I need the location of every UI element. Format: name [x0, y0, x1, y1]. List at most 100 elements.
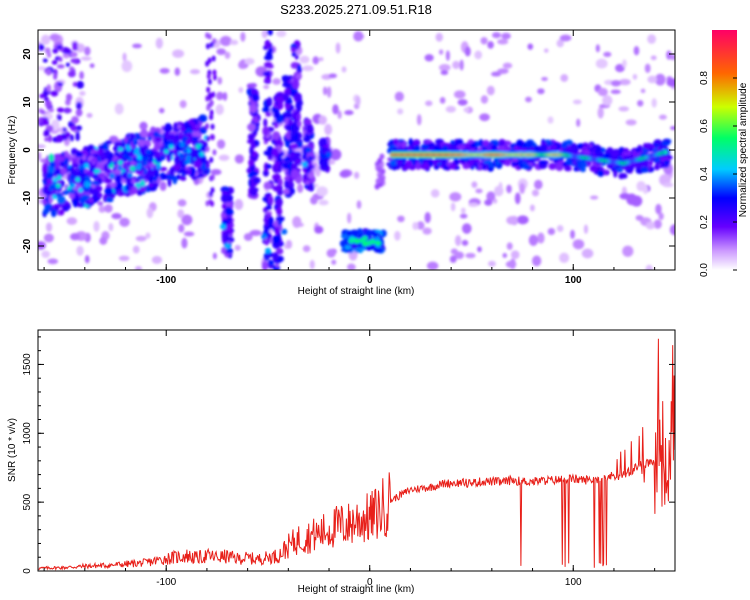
heatmap-cell: [51, 194, 57, 200]
heatmap-cell: [295, 158, 302, 165]
heatmap-cell: [589, 195, 599, 200]
heatmap-cell: [98, 205, 106, 213]
heatmap-cell: [374, 236, 380, 242]
heatmap-cell: [565, 139, 573, 146]
heatmap-cell: [97, 177, 103, 185]
heatmap-cell: [479, 113, 490, 122]
y-tick-label: 500: [22, 493, 33, 510]
heatmap-cell: [145, 232, 151, 239]
heatmap-cell: [181, 237, 188, 249]
heatmap-cell: [651, 98, 657, 108]
heatmap-cell: [339, 239, 348, 248]
heatmap-cell: [595, 44, 600, 53]
heatmap-cell: [272, 252, 279, 262]
heatmap-cell: [40, 109, 46, 115]
heatmap-cell: [663, 149, 668, 155]
heatmap-cell: [275, 138, 282, 145]
heatmap-cell: [111, 213, 122, 220]
heatmap-cell: [450, 202, 456, 212]
heatmap-cell: [468, 158, 474, 166]
heatmap-cell: [581, 248, 594, 259]
heatmap-cell: [205, 135, 210, 142]
heatmap-cell: [459, 59, 464, 71]
heatmap-cell: [184, 123, 192, 131]
heatmap-cell: [497, 38, 509, 45]
snr-frame: [37, 329, 676, 572]
heatmap-cell: [199, 128, 207, 135]
heatmap-cell: [290, 169, 300, 179]
heatmap-cell: [64, 150, 69, 158]
heatmap-cell: [186, 155, 192, 161]
heatmap-cell: [41, 250, 51, 259]
heatmap-cell: [440, 161, 447, 167]
heatmap-cell: [56, 192, 63, 197]
heatmap-cell: [185, 132, 193, 138]
heatmap-cell: [250, 187, 258, 197]
heatmap-cell: [379, 153, 385, 160]
heatmap-cell: [416, 114, 422, 126]
heatmap-cell: [309, 259, 315, 270]
heatmap-cell: [277, 178, 283, 187]
heatmap-cell: [205, 32, 210, 39]
heatmap-cell: [301, 161, 308, 168]
heatmap-cell: [464, 143, 473, 149]
colorbar-gradient: [712, 30, 737, 270]
heatmap-cell: [48, 134, 53, 143]
heatmap-cell: [483, 159, 492, 164]
heatmap-cell: [206, 73, 211, 80]
heatmap-cell: [175, 174, 181, 180]
heatmap-cell: [525, 96, 532, 103]
heatmap-cell: [265, 61, 272, 66]
heatmap-cell: [266, 97, 273, 108]
heatmap-cell: [314, 225, 324, 234]
heatmap-cell: [654, 163, 660, 171]
heatmap-cell: [75, 108, 83, 117]
heatmap-cell: [93, 221, 100, 232]
heatmap-cell: [463, 107, 470, 113]
heatmap-cell: [268, 221, 273, 230]
heatmap-cell: [249, 83, 258, 88]
heatmap-cell: [302, 65, 314, 72]
heatmap-cell: [172, 49, 185, 58]
heatmap-cell: [405, 160, 413, 168]
y-tick-label: -10: [22, 190, 33, 205]
heatmap-cell: [179, 142, 185, 148]
heatmap-cell: [71, 163, 80, 168]
snr-series: [38, 338, 675, 571]
heatmap-cell: [65, 62, 70, 67]
heatmap-cell: [56, 44, 63, 50]
heatmap-cell: [124, 191, 131, 197]
heatmap-cell: [211, 55, 216, 62]
heatmap-cell: [647, 34, 656, 44]
heatmap-cell: [91, 153, 100, 158]
heatmap-cell: [114, 174, 122, 184]
heatmap-cell: [63, 47, 71, 55]
colorbar-tick-label: 0.6: [699, 119, 710, 133]
heatmap-cell: [262, 106, 271, 113]
heatmap-cell: [412, 221, 419, 231]
heatmap-cell: [277, 219, 282, 226]
heatmap-cell: [247, 123, 256, 132]
heatmap-cell: [123, 153, 129, 159]
snr-line: [38, 338, 675, 571]
heatmap-cell: [541, 76, 548, 81]
heatmap-cell: [190, 151, 199, 157]
heatmap-cell: [528, 148, 535, 153]
heatmap-cell: [422, 227, 432, 235]
heatmap-cell: [103, 163, 110, 173]
heatmap-cell: [661, 141, 671, 146]
heatmap-cell: [462, 163, 470, 170]
heatmap-cell: [155, 37, 163, 49]
heatmap-cell: [528, 234, 539, 246]
heatmap-cell: [68, 192, 75, 199]
heatmap-cell: [354, 238, 361, 244]
heatmap-cell: [263, 181, 272, 190]
heatmap-cell: [138, 139, 145, 147]
heatmap-cell: [125, 176, 133, 185]
heatmap-cell: [275, 247, 284, 255]
heatmap-cell: [365, 229, 374, 237]
heatmap-cell: [45, 222, 53, 233]
x-tick-label: 0: [367, 577, 373, 588]
heatmap-cell: [76, 80, 84, 89]
